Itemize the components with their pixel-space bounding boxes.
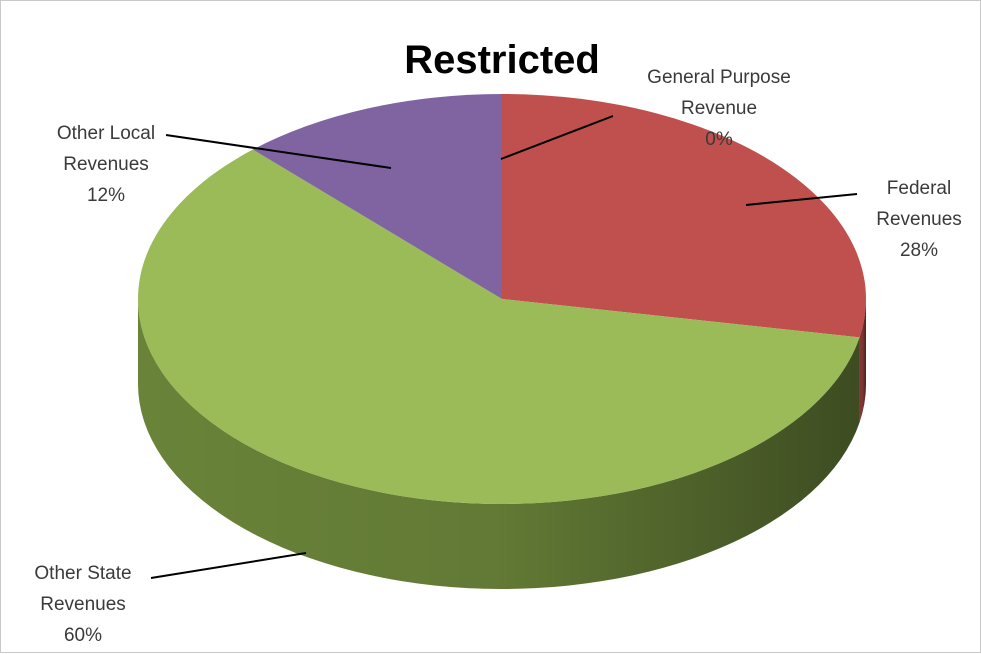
data-label-line: Revenue bbox=[681, 98, 757, 119]
pie-top-layer bbox=[137, 94, 866, 505]
leader-line-other-state-revenues bbox=[150, 552, 307, 579]
leader-lines bbox=[150, 115, 858, 579]
data-label-other-local-revenues: Other Local Revenues 12% bbox=[57, 123, 155, 206]
leader-line-federal-revenues bbox=[745, 193, 858, 206]
data-label-federal-revenues: Federal Revenues 28% bbox=[876, 178, 962, 261]
pie-side-shade bbox=[859, 299, 867, 423]
data-label-line: Other Local bbox=[57, 123, 155, 144]
pie-slice-other-local-revenues bbox=[252, 94, 502, 299]
data-label-line: General Purpose bbox=[647, 67, 791, 88]
data-label-line: Revenues bbox=[40, 594, 126, 615]
data-label-other-state-revenues: Other State Revenues 60% bbox=[34, 563, 131, 646]
data-label-line: 0% bbox=[705, 129, 733, 150]
data-label-line: Other State bbox=[34, 563, 131, 584]
leader-line-other-local-revenues bbox=[165, 134, 392, 169]
pie-side-shade bbox=[138, 299, 860, 590]
pie-slice-federal-revenues bbox=[502, 94, 866, 338]
data-label-line: Revenues bbox=[876, 209, 962, 230]
data-label-line: Federal bbox=[887, 178, 951, 199]
data-label-line: 28% bbox=[900, 240, 938, 261]
leader-line-general-purpose-revenue bbox=[500, 115, 614, 160]
data-label-line: Revenues bbox=[63, 154, 149, 175]
data-label-general-purpose-revenue: General Purpose Revenue 0% bbox=[647, 67, 791, 150]
pie-slice-other-state-revenues bbox=[137, 149, 860, 505]
chart-title: Restricted bbox=[404, 38, 600, 82]
data-label-line: 60% bbox=[64, 625, 102, 646]
data-label-line: 12% bbox=[87, 185, 125, 206]
pie-side-layer bbox=[138, 299, 867, 590]
data-labels: General Purpose Revenue 0% Federal Revenues 2… bbox=[34, 67, 961, 646]
